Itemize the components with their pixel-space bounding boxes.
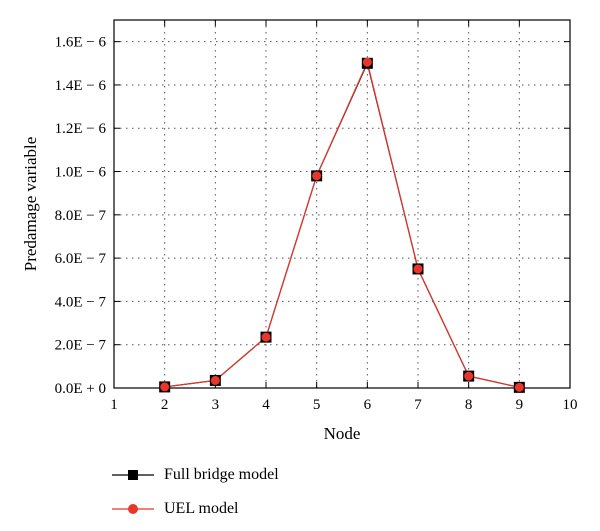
x-tick-label: 10 bbox=[563, 397, 578, 413]
series-line-1 bbox=[164, 60, 520, 388]
chart-svg: 1 2 3 4 5 6 7 8 9 10 0.0E + 0 2.0E − 7 4.0E − 7 6.0E … bbox=[21, 19, 578, 443]
x-tick-label: 2 bbox=[161, 397, 169, 413]
y-axis-title: Predamage variable bbox=[21, 137, 40, 272]
x-tick-label: 6 bbox=[364, 397, 372, 413]
series-line-0 bbox=[164, 61, 520, 388]
data-point-circle bbox=[362, 57, 372, 67]
y-tick-label: 8.0E − 7 bbox=[55, 208, 107, 224]
x-tick-label: 4 bbox=[262, 397, 270, 413]
y-tick-label: 1.6E − 6 bbox=[55, 35, 107, 51]
x-tick-label: 3 bbox=[212, 397, 220, 413]
data-point-circle bbox=[312, 171, 322, 181]
x-tick-label: 1 bbox=[110, 397, 118, 413]
data-point-circle bbox=[160, 382, 170, 392]
legend-swatch-circle bbox=[112, 502, 154, 516]
x-tick-label: 8 bbox=[465, 397, 473, 413]
data-point-circle bbox=[261, 332, 271, 342]
data-point-circle bbox=[210, 375, 220, 385]
legend-label-full-bridge: Full bridge model bbox=[164, 466, 279, 483]
y-tick-label: 1.2E − 6 bbox=[55, 121, 107, 137]
y-tick-label: 6.0E − 7 bbox=[55, 251, 107, 267]
y-tick-label: 4.0E − 7 bbox=[55, 294, 107, 310]
x-tick-label: 7 bbox=[414, 397, 422, 413]
y-tick-label: 2.0E − 7 bbox=[55, 338, 107, 354]
legend-item-full-bridge: Full bridge model bbox=[112, 458, 279, 492]
x-tick-label: 9 bbox=[516, 397, 524, 413]
y-tick-label: 1.4E − 6 bbox=[55, 78, 107, 94]
y-tick-label: 1.0E − 6 bbox=[55, 165, 107, 181]
legend-item-uel: UEL model bbox=[112, 492, 279, 526]
plot-frame bbox=[113, 19, 571, 389]
legend-label-uel: UEL model bbox=[164, 500, 239, 517]
data-point-circle bbox=[514, 382, 524, 392]
legend: Full bridge model UEL model bbox=[112, 458, 279, 526]
data-point-circle bbox=[413, 264, 423, 274]
y-tick-label: 0.0E + 0 bbox=[55, 381, 106, 397]
data-point-circle bbox=[464, 371, 474, 381]
x-tick-label: 5 bbox=[313, 397, 321, 413]
legend-swatch-square bbox=[112, 468, 154, 482]
x-axis-title: Node bbox=[324, 424, 361, 443]
